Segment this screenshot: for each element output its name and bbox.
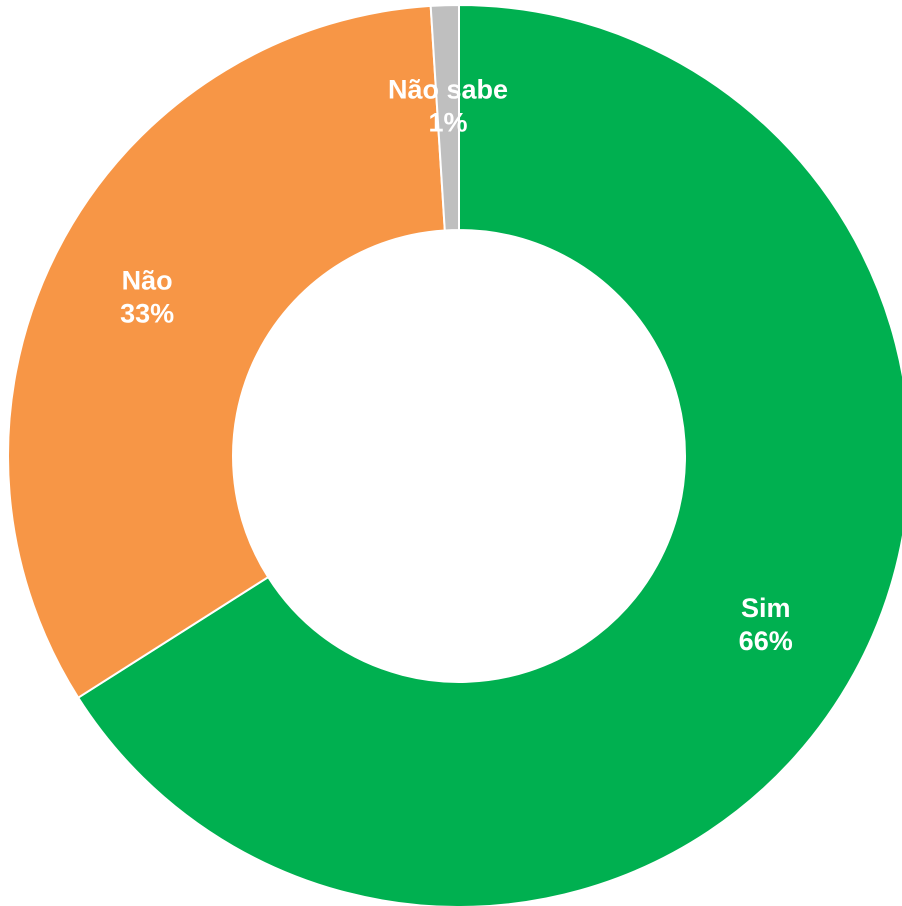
slice-label-sim: Sim [741,593,791,623]
slice-label-nao: Não [122,266,173,296]
slice-percent-nao: 33% [120,299,174,329]
slices-layer [7,3,902,906]
slice-label-nao-sabe: Não sabe [388,75,508,105]
slice-sim [76,3,902,906]
slice-percent-sim: 66% [739,626,793,656]
slice-nao-sabe [429,3,460,232]
slice-nao [7,4,446,700]
slice-percent-nao-sabe: 1% [428,108,467,138]
